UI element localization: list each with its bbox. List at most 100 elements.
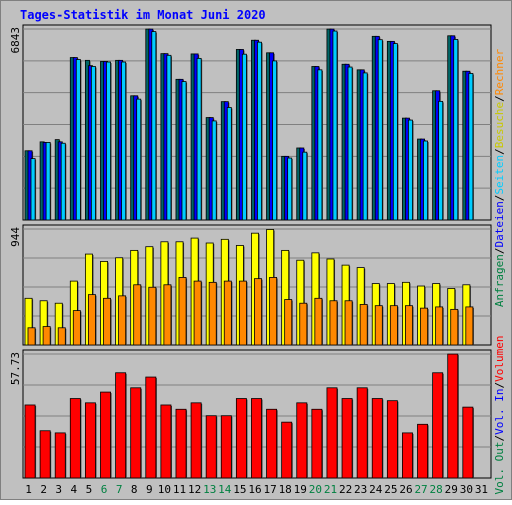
bar-seiten-day-28: [438, 100, 444, 221]
bar-volumen-day-26: [402, 432, 413, 479]
legend-separator: /: [493, 148, 506, 155]
bar-rechner-day-19: [299, 302, 308, 346]
bar-volumen-day-1: [24, 404, 36, 479]
legend-vol-in: Vol. In: [493, 389, 506, 435]
chart-title: Tages-Statistik im Monat Juni 2020: [20, 8, 266, 22]
bar-rechner-day-3: [57, 327, 66, 346]
bar-rechner-day-29: [450, 308, 459, 346]
bar-seiten-day-4: [75, 59, 81, 221]
x-tick-label: 14: [218, 483, 232, 496]
x-tick-label: 16: [248, 483, 261, 496]
x-tick-label: 12: [188, 483, 201, 496]
x-tick-label: 29: [445, 483, 458, 496]
bar-seiten-day-14: [226, 107, 232, 221]
x-tick-label: 11: [173, 483, 186, 496]
x-tick-label: 24: [369, 483, 383, 496]
bar-volumen-day-30: [462, 406, 474, 479]
x-tick-label: 19: [294, 483, 307, 496]
x-tick-label: 22: [339, 483, 352, 496]
bar-seiten-day-22: [347, 66, 353, 221]
x-tick-label: 15: [233, 483, 246, 496]
bar-rechner-day-11: [178, 277, 187, 346]
bar-volumen-day-6: [100, 391, 111, 479]
legend-separator: /: [493, 248, 506, 255]
bar-volumen-day-7: [115, 372, 127, 479]
bar-rechner-day-5: [87, 294, 96, 346]
x-tick-label: 23: [354, 483, 367, 496]
bar-rechner-day-4: [72, 310, 81, 346]
legend-separator: /: [493, 382, 506, 389]
legend-separator: /: [493, 195, 506, 202]
bar-rechner-day-2: [42, 326, 51, 346]
legend-besuche: Besuche: [493, 102, 506, 148]
legend-dateien: Dateien: [493, 201, 506, 247]
legend-rechner: Rechner: [493, 48, 506, 95]
bar-volumen-day-16: [251, 398, 262, 479]
bar-seiten-day-8: [136, 98, 142, 221]
x-tick-label: 1: [25, 483, 32, 496]
bar-rechner-day-24: [374, 305, 383, 346]
bar-rechner-day-27: [420, 307, 429, 346]
legend-vol-out: Vol. Out: [493, 441, 506, 494]
x-tick-label: 20: [309, 483, 322, 496]
bar-volumen-day-28: [432, 372, 444, 479]
bar-seiten-day-25: [392, 43, 398, 221]
bar-seiten-day-11: [181, 81, 187, 221]
x-tick-label: 5: [86, 483, 93, 496]
x-tick-label: 25: [384, 483, 397, 496]
legend-separator: /: [493, 435, 506, 442]
legend-top: Anfragen/Dateien/Seiten/Besuche/Rechner: [493, 48, 506, 307]
x-tick-label: 9: [146, 483, 153, 496]
bar-seiten-day-9: [151, 31, 157, 221]
bar-rechner-day-28: [435, 306, 444, 346]
bar-rechner-day-7: [118, 295, 127, 346]
bar-rechner-day-14: [223, 280, 232, 346]
bar-volumen-day-14: [220, 415, 232, 479]
bar-volumen-day-19: [296, 402, 308, 479]
bar-volumen-day-13: [205, 415, 217, 479]
bar-rechner-day-22: [344, 300, 353, 346]
bar-seiten-day-2: [45, 142, 51, 221]
bar-rechner-day-1: [27, 327, 36, 346]
bar-seiten-day-23: [362, 72, 368, 221]
bar-rechner-day-6: [103, 297, 111, 346]
bar-volumen-day-8: [130, 387, 142, 479]
bar-seiten-day-5: [90, 66, 96, 221]
top-ymax-label: 6843: [9, 27, 22, 54]
bar-rechner-day-30: [465, 306, 474, 346]
middle-ymax-label: 944: [9, 227, 22, 247]
bar-volumen-day-2: [39, 430, 51, 479]
x-tick-label: 21: [324, 483, 337, 496]
bar-volumen-day-15: [235, 398, 247, 479]
bar-volumen-day-23: [356, 387, 368, 479]
bottom-ymax-label: 57.73: [9, 352, 22, 385]
bar-rechner-day-8: [133, 284, 142, 346]
x-tick-label: 31: [475, 483, 488, 496]
bar-seiten-day-7: [121, 61, 127, 221]
x-tick-label: 4: [71, 483, 78, 496]
x-tick-label: 6: [101, 483, 108, 496]
bar-seiten-day-1: [30, 158, 36, 221]
bar-seiten-day-17: [272, 60, 278, 221]
bar-volumen-day-27: [417, 423, 429, 479]
bar-seiten-day-10: [166, 54, 172, 221]
bar-seiten-day-19: [302, 151, 308, 221]
bar-rechner-day-16: [254, 278, 262, 346]
bar-volumen-day-5: [84, 402, 96, 479]
bar-volumen-day-4: [69, 398, 81, 479]
bar-seiten-day-18: [287, 157, 293, 221]
bar-rechner-day-12: [193, 280, 202, 346]
bar-volumen-day-20: [311, 408, 323, 479]
bar-volumen-day-18: [281, 421, 293, 479]
bar-seiten-day-3: [60, 142, 66, 221]
x-tick-label: 10: [158, 483, 171, 496]
bar-seiten-day-29: [453, 39, 459, 221]
bar-volumen-day-9: [145, 376, 157, 479]
legend-bottom: Vol. Out/Vol. In/Volumen: [493, 336, 506, 495]
bar-rechner-day-18: [284, 299, 293, 346]
bar-rechner-day-9: [148, 286, 157, 346]
bar-rechner-day-20: [314, 297, 323, 346]
bar-rechner-day-13: [208, 281, 217, 346]
bar-rechner-day-23: [359, 304, 368, 346]
